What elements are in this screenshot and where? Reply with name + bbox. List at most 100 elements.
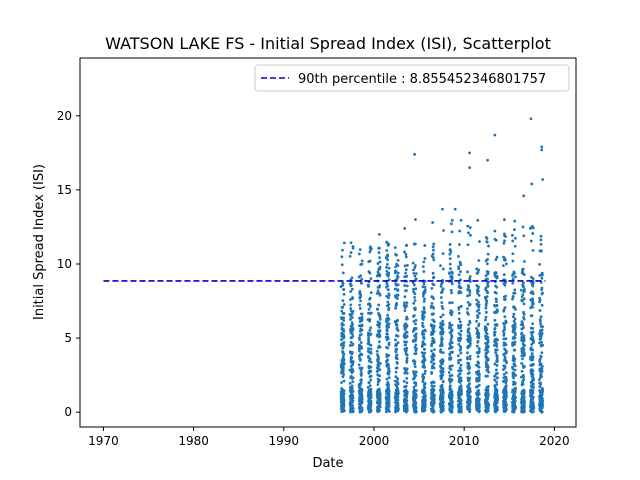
data-point (421, 321, 424, 325)
data-point (403, 309, 407, 313)
data-point (422, 375, 426, 379)
data-point (531, 335, 534, 339)
data-point (430, 301, 434, 305)
data-point (439, 264, 442, 267)
data-point (423, 329, 427, 333)
data-point (468, 387, 472, 390)
data-point (350, 312, 354, 316)
data-point (387, 367, 391, 371)
data-point (459, 333, 462, 337)
data-point (448, 257, 452, 261)
data-point (414, 381, 418, 385)
data-point (459, 218, 463, 222)
data-point (459, 346, 463, 350)
data-point (378, 232, 381, 236)
data-point (385, 294, 389, 298)
data-point (342, 358, 346, 362)
data-point (405, 284, 409, 288)
data-point (531, 281, 535, 285)
data-point (449, 250, 453, 254)
data-point (351, 406, 355, 410)
legend: 90th percentile : 8.855452346801757 (254, 64, 570, 92)
data-point (495, 276, 499, 280)
data-point (513, 291, 517, 295)
data-point (541, 389, 545, 393)
data-point (451, 271, 454, 275)
data-point (369, 403, 373, 406)
data-point (369, 311, 373, 315)
data-point (378, 345, 382, 349)
data-point (520, 362, 524, 365)
data-point (342, 241, 346, 245)
data-point (513, 336, 517, 340)
data-point (450, 396, 454, 400)
data-point (396, 401, 400, 405)
data-point (414, 374, 418, 378)
data-point (539, 315, 543, 319)
data-point (387, 402, 391, 406)
data-point (457, 281, 461, 285)
data-point (369, 387, 373, 391)
data-point (477, 377, 481, 381)
data-point (396, 329, 400, 332)
data-point (477, 308, 481, 312)
data-point (342, 409, 346, 413)
data-point (414, 339, 417, 343)
data-point (475, 319, 478, 323)
data-point (521, 321, 524, 325)
data-point (531, 232, 535, 235)
data-point (360, 366, 364, 370)
y-tick-label: 10 (57, 257, 72, 271)
data-point (423, 372, 427, 375)
data-point (358, 349, 361, 353)
data-point (376, 307, 380, 311)
data-point (376, 262, 380, 265)
data-point (341, 364, 345, 368)
data-point (422, 300, 426, 303)
data-point (504, 320, 508, 324)
data-point (531, 322, 535, 326)
data-point (360, 371, 363, 375)
data-point (496, 396, 499, 399)
data-point (541, 399, 545, 403)
data-point (369, 347, 373, 351)
data-point (531, 305, 534, 309)
data-point (421, 312, 425, 316)
data-point (541, 343, 545, 347)
data-point (450, 393, 454, 397)
data-point (486, 270, 490, 274)
data-point (432, 366, 436, 370)
data-point (468, 344, 472, 347)
data-point (532, 385, 535, 389)
data-point (404, 271, 408, 275)
data-point (441, 327, 445, 331)
data-point (523, 365, 526, 368)
x-tick-label: 2010 (449, 434, 480, 448)
data-point (529, 346, 533, 350)
data-point (432, 340, 436, 344)
data-point (522, 336, 526, 340)
data-point (432, 388, 436, 392)
data-point (430, 384, 434, 387)
data-point (450, 335, 454, 339)
data-point (404, 384, 408, 388)
data-point (432, 397, 436, 401)
data-point (441, 351, 445, 354)
data-point (423, 351, 427, 355)
data-point (430, 344, 434, 348)
data-point (378, 362, 382, 365)
data-point (387, 322, 391, 326)
chart-title: WATSON LAKE FS - Initial Spread Index (I… (105, 34, 551, 53)
data-point (414, 287, 418, 291)
data-point (448, 301, 452, 305)
data-point (340, 309, 344, 313)
data-point (457, 265, 460, 269)
data-point (478, 397, 481, 401)
data-point (369, 369, 373, 373)
data-point (393, 246, 397, 249)
data-point (468, 336, 472, 340)
data-point (449, 267, 452, 271)
data-point (341, 248, 344, 252)
data-point (368, 259, 372, 263)
data-point (513, 343, 517, 346)
